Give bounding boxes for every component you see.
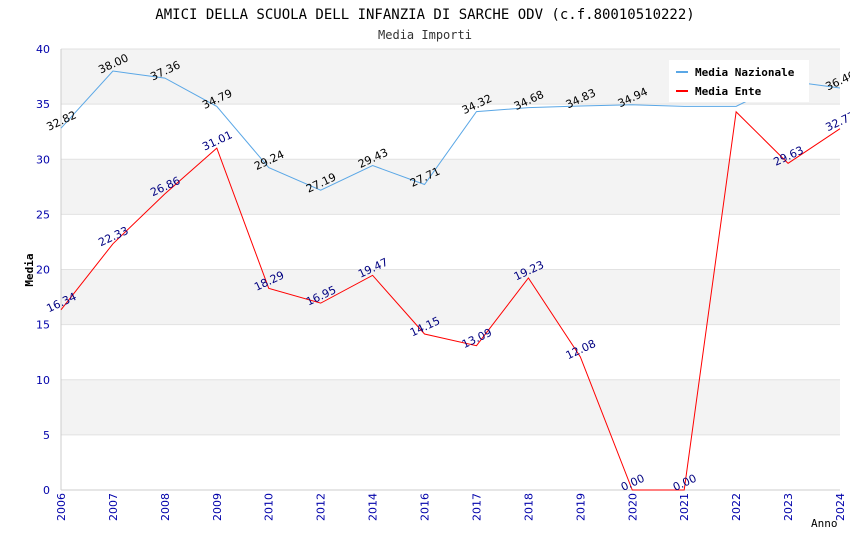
grid-band — [61, 379, 840, 435]
series-line — [60, 110, 841, 491]
x-tick-label: 2010 — [263, 493, 276, 521]
chart-title: AMICI DELLA SCUOLA DELL INFANZIA DI SARC… — [155, 7, 694, 23]
x-tick-label: 2022 — [730, 493, 743, 521]
y-tick-label: 30 — [36, 153, 50, 166]
chart-subtitle: Media Importi — [378, 28, 472, 42]
x-tick-label: 2012 — [315, 493, 328, 521]
grid-band — [61, 104, 840, 160]
legend-label: Media Ente — [695, 85, 762, 98]
grid-band — [61, 269, 840, 325]
x-axis-label: Anno — [811, 517, 838, 530]
y-tick-label: 40 — [36, 43, 50, 56]
y-tick-label: 20 — [36, 264, 50, 277]
grid-band — [61, 324, 840, 380]
legend-label: Media Nazionale — [695, 66, 795, 79]
x-tick-label: 2023 — [782, 493, 795, 521]
grid-band — [61, 434, 840, 490]
x-tick-label: 2008 — [159, 493, 172, 521]
series-lines — [60, 70, 841, 491]
x-tick-label: 2021 — [678, 493, 691, 521]
x-tick-label: 2006 — [55, 493, 68, 521]
x-tick-label: 2024 — [834, 493, 847, 521]
x-tick-label: 2014 — [367, 493, 380, 521]
grid-band — [61, 159, 840, 215]
y-axis-label: Media — [23, 253, 36, 286]
x-tick-label: 2019 — [574, 493, 587, 521]
x-tick-label: 2018 — [522, 493, 535, 521]
x-tick-label: 2009 — [211, 493, 224, 521]
x-tick-label: 2020 — [626, 493, 639, 521]
axes — [60, 49, 840, 491]
series-line — [60, 70, 841, 191]
y-tick-label: 15 — [36, 319, 50, 332]
y-tick-label: 0 — [43, 484, 50, 497]
grid-band — [61, 214, 840, 270]
y-axis-ticks: 0 5 10 15 20 25 30 35 40 — [36, 43, 50, 497]
x-tick-label: 2017 — [470, 493, 483, 521]
y-tick-label: 10 — [36, 374, 50, 387]
legend: Media Nazionale Media Ente — [669, 60, 809, 102]
x-tick-label: 2007 — [107, 493, 120, 521]
x-axis-ticks: 2006 2007 2008 2009 2010 2012 2014 2016 2017 2018… — [55, 493, 847, 521]
y-tick-label: 5 — [43, 429, 50, 442]
y-tick-label: 35 — [36, 98, 50, 111]
x-tick-label: 2016 — [419, 493, 432, 521]
y-tick-label: 25 — [36, 208, 50, 221]
grid-bands — [61, 49, 840, 490]
legend-box — [669, 60, 809, 102]
